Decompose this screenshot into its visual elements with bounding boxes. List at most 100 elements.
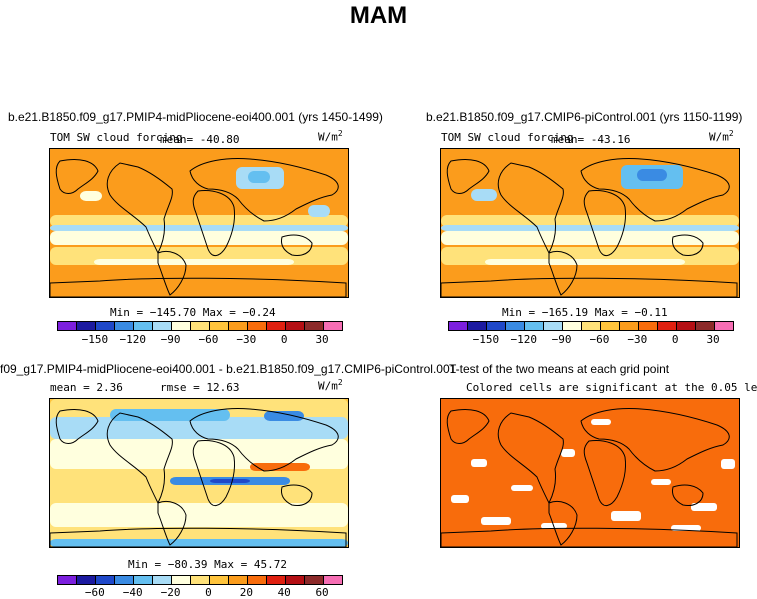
panel3-map <box>49 398 349 548</box>
colorbar-swatch <box>96 322 115 330</box>
nonsignificant-cell <box>611 511 641 521</box>
panel1-variable: TOM SW cloud forcing <box>50 131 183 144</box>
colorbar-swatch <box>58 576 77 584</box>
panel2-variable: TOM SW cloud forcing <box>441 131 574 144</box>
colorbar-swatch <box>468 322 487 330</box>
colorbar-tick-label: −90 <box>160 333 181 346</box>
colorbar-swatch <box>191 322 210 330</box>
colorbar-swatch <box>305 322 324 330</box>
coastline <box>580 408 730 472</box>
colorbar-swatch <box>229 322 248 330</box>
colorbar-swatch <box>696 322 715 330</box>
panel1-minmax: Min = −145.70 Max = −0.24 <box>110 306 276 319</box>
colorbar-swatch <box>77 322 96 330</box>
field-region <box>50 225 348 231</box>
panel3-units: W/m2 <box>318 378 343 393</box>
panel2-units: W/m2 <box>709 129 734 144</box>
colorbar-swatch <box>210 322 229 330</box>
coastline <box>441 527 738 547</box>
colorbar-tick-label: 0 <box>280 333 288 346</box>
field-region <box>50 231 348 245</box>
colorbar-tick-label: −90 <box>551 333 572 346</box>
field-region <box>441 231 739 245</box>
coastline <box>548 251 578 296</box>
colorbar-swatch <box>305 576 324 584</box>
coastline <box>548 501 578 546</box>
coastline <box>189 158 339 222</box>
coastline <box>106 162 173 255</box>
colorbar-swatch <box>715 322 733 330</box>
colorbar-swatch <box>58 322 77 330</box>
colorbar-swatch <box>544 322 563 330</box>
coastline <box>157 251 187 296</box>
colorbar-tick-label: 30 <box>706 333 720 346</box>
nonsignificant-cell <box>591 419 611 425</box>
colorbar-tick-label: −30 <box>236 333 257 346</box>
nonsignificant-cell <box>451 495 469 503</box>
colorbar-tick-label: 60 <box>315 586 329 599</box>
colorbar-swatch <box>191 576 210 584</box>
colorbar-tick-label: 30 <box>315 333 329 346</box>
colorbar-swatch <box>115 322 134 330</box>
panel2-mean: mean= -43.16 <box>551 133 631 146</box>
colorbar-tick-label: 0 <box>671 333 679 346</box>
colorbar-swatch <box>172 322 191 330</box>
colorbar-tick-label: −60 <box>84 586 105 599</box>
colorbar-tick-label: 20 <box>239 586 253 599</box>
panel1-colorbar <box>57 321 343 331</box>
colorbar-tick-label: −60 <box>198 333 219 346</box>
colorbar-swatch <box>134 576 153 584</box>
coastline <box>446 158 490 194</box>
colorbar-swatch <box>324 576 342 584</box>
colorbar-swatch <box>563 322 582 330</box>
nonsignificant-cell <box>651 479 671 485</box>
field-region <box>485 259 685 265</box>
nonsignificant-cell <box>671 525 701 531</box>
panel1-map <box>49 148 349 298</box>
field-region <box>210 479 250 483</box>
panel2-title: b.e21.B1850.f09_g17.CMIP6-piControl.001 … <box>426 110 743 124</box>
panel1-title: b.e21.B1850.f09_g17.PMIP4-midPliocene-eo… <box>8 110 383 124</box>
field-region <box>50 417 348 439</box>
colorbar-swatch <box>134 322 153 330</box>
colorbar-swatch <box>77 576 96 584</box>
colorbar-swatch <box>153 322 172 330</box>
coastline <box>192 440 235 506</box>
colorbar-swatch <box>639 322 658 330</box>
coastline <box>281 484 313 506</box>
coastline <box>55 408 99 444</box>
coastline <box>446 408 490 444</box>
field-region <box>264 411 304 421</box>
colorbar-swatch <box>210 576 229 584</box>
panel3-colorbar <box>57 575 343 585</box>
coastline <box>441 277 738 297</box>
coastline <box>55 158 99 194</box>
colorbar-tick-label: 40 <box>277 586 291 599</box>
colorbar-swatch <box>324 322 342 330</box>
field-region <box>248 171 270 183</box>
colorbar-swatch <box>658 322 677 330</box>
nonsignificant-cell <box>561 449 575 457</box>
field-region <box>50 439 348 469</box>
field-region <box>471 189 497 201</box>
colorbar-swatch <box>449 322 468 330</box>
colorbar-tick-label: −150 <box>472 333 500 346</box>
colorbar-swatch <box>115 576 134 584</box>
coastline <box>157 501 187 546</box>
panel2-colorbar <box>448 321 734 331</box>
colorbar-swatch <box>248 322 267 330</box>
field-region <box>94 259 294 265</box>
colorbar-swatch <box>506 322 525 330</box>
coastline <box>672 484 704 506</box>
coastline <box>583 190 626 256</box>
coastline <box>50 527 347 547</box>
colorbar-swatch <box>153 576 172 584</box>
coastline <box>106 412 173 505</box>
colorbar-swatch <box>172 576 191 584</box>
panel3-mean: mean = 2.36 <box>50 381 123 394</box>
panel3-minmax: Min = −80.39 Max = 45.72 <box>128 558 287 571</box>
coastline <box>497 162 564 255</box>
field-region <box>50 503 348 527</box>
coastline <box>672 234 704 256</box>
colorbar-tick-label: −30 <box>627 333 648 346</box>
